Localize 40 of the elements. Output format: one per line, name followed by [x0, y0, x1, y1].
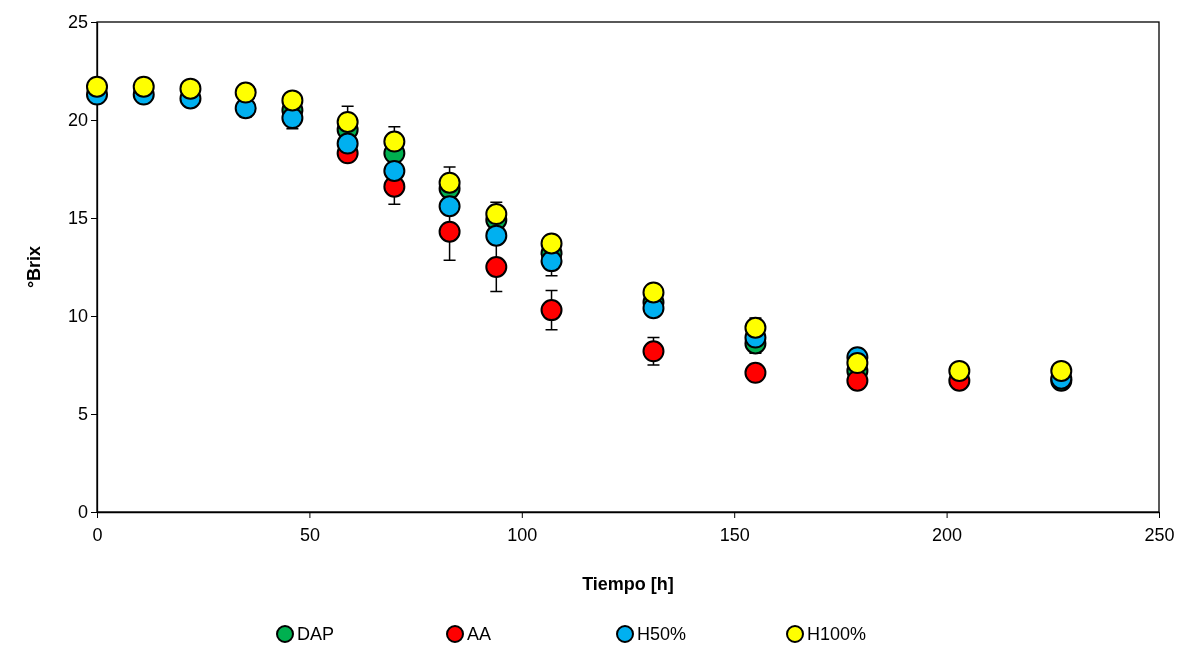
- x-tick-label: 200: [932, 524, 963, 545]
- y-tick-label: 25: [67, 12, 88, 33]
- point: [540, 232, 563, 255]
- point: [132, 75, 155, 98]
- y-tick-label: 10: [67, 306, 88, 327]
- point: [485, 224, 508, 247]
- point: [234, 81, 257, 104]
- y-tick-label: 15: [67, 208, 88, 229]
- point: [642, 281, 665, 304]
- x-tick-label: 100: [507, 524, 538, 545]
- point: [336, 132, 359, 155]
- point: [846, 352, 869, 375]
- point: [438, 220, 461, 243]
- x-axis-title: Tiempo [h]: [582, 574, 674, 594]
- x-tick-label: 50: [299, 524, 320, 545]
- legend-label: H100%: [807, 624, 867, 644]
- point: [846, 369, 869, 392]
- x-tick-label: 250: [1144, 524, 1175, 545]
- point: [383, 130, 406, 153]
- y-tick-label: 0: [77, 502, 88, 523]
- point: [438, 171, 461, 194]
- point: [383, 159, 406, 182]
- point: [948, 359, 971, 382]
- point: [744, 361, 767, 384]
- legend-label: H50%: [637, 624, 687, 644]
- point: [179, 77, 202, 100]
- y-tick-label: 20: [67, 110, 88, 131]
- x-tick-label: 0: [92, 524, 103, 545]
- x-tick-label: 150: [719, 524, 750, 545]
- point: [540, 299, 563, 322]
- y-axis-title: °Brix: [24, 245, 44, 289]
- point: [1050, 359, 1073, 382]
- point: [485, 256, 508, 278]
- point: [281, 89, 304, 112]
- y-tick-label: 5: [77, 404, 88, 425]
- legend-label: DAP: [297, 624, 335, 644]
- legend-label: AA: [467, 624, 492, 644]
- point: [438, 195, 461, 218]
- point: [86, 75, 108, 98]
- point: [336, 110, 359, 133]
